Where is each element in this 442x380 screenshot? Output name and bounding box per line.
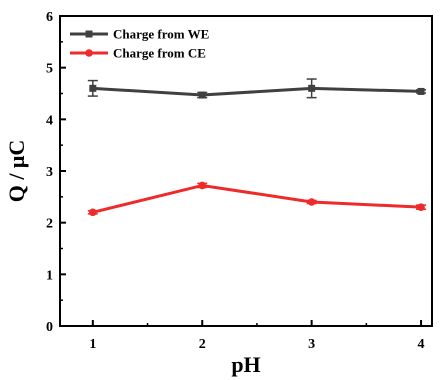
x-tick-label: 4: [418, 337, 425, 352]
plot-frame: [59, 15, 433, 327]
legend-marker: [85, 49, 93, 57]
y-tick-label: 4: [46, 113, 53, 128]
y-tick-label: 1: [46, 268, 53, 283]
y-tick-label: 0: [46, 320, 53, 335]
y-tick-label: 5: [46, 62, 53, 77]
y-tick-label: 3: [46, 165, 53, 180]
series-0: [87, 78, 427, 99]
data-point: [198, 91, 206, 99]
legend: Charge from WE Charge from CE: [70, 27, 209, 61]
data-point: [417, 87, 425, 95]
x-tick-label: 3: [308, 337, 315, 352]
x-tick-label: 2: [199, 337, 206, 352]
data-point: [89, 208, 97, 217]
data-point: [307, 198, 316, 206]
series-line: [92, 86, 422, 97]
data-point: [89, 84, 97, 92]
y-axis-ticks: 0 1 2 3 4 5 6: [46, 10, 66, 335]
legend-marker: [85, 30, 93, 38]
series-line: [92, 183, 422, 214]
y-tick-label: 2: [46, 217, 53, 232]
data-point: [198, 181, 207, 190]
series-layer: [87, 78, 427, 217]
series-1: [87, 181, 427, 217]
data-point: [308, 84, 316, 92]
x-axis-title: pH: [231, 352, 260, 377]
y-tick-label: 6: [46, 10, 53, 25]
legend-label: Charge from CE: [113, 46, 206, 61]
data-point: [417, 203, 425, 211]
x-axis-ticks: 1 2 3 4: [89, 320, 425, 352]
legend-label: Charge from WE: [113, 27, 209, 42]
x-tick-label: 1: [89, 337, 96, 352]
y-axis-title: Q / μC: [4, 140, 29, 203]
